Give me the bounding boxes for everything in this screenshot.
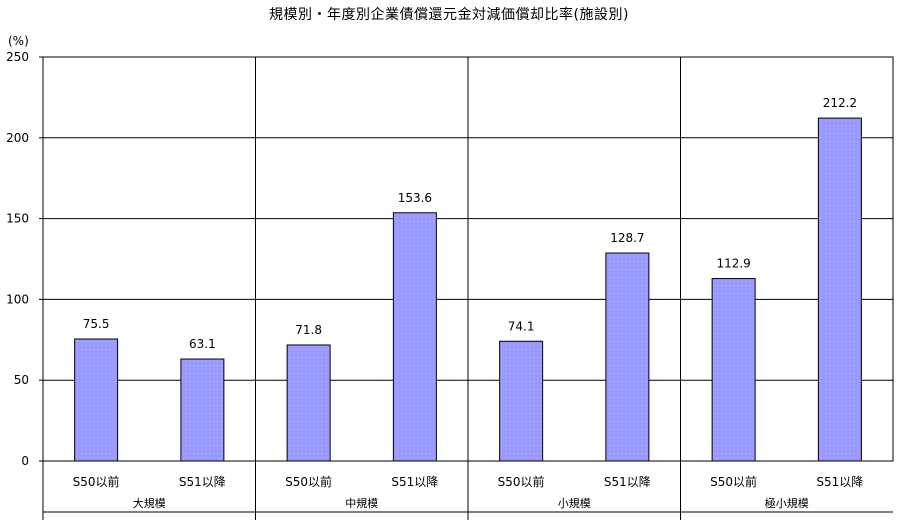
data-label: 75.5 [83,317,110,331]
y-tick-label: 200 [6,131,29,145]
bar [711,278,756,462]
group-label: 中規模 [345,496,378,510]
data-label: 71.8 [295,323,322,337]
data-label: 63.1 [189,337,216,351]
bar [180,358,225,462]
category-label: S50以前 [73,474,120,489]
bar [392,212,437,462]
chart-title: 規模別・年度別企業債償還元金対減価償却比率(施設別) [269,7,629,23]
y-tick-label: 50 [14,373,29,387]
bar [817,117,862,462]
data-label: 128.7 [610,231,644,245]
bar [499,340,544,462]
data-label: 153.6 [398,191,432,205]
bar [605,252,650,462]
category-label: S51以降 [179,475,226,489]
category-label: S51以降 [391,475,438,489]
category-label: S51以降 [604,475,651,489]
bar [286,344,331,462]
data-label: 74.1 [508,319,535,333]
group-label: 極小規模 [765,496,809,510]
category-label: S50以前 [710,474,757,489]
category-label: S50以前 [285,474,332,489]
category-label: S50以前 [498,474,545,489]
y-tick-label: 0 [21,454,29,468]
group-label: 小規模 [558,496,591,510]
y-tick-label: 250 [6,50,29,64]
bar [74,338,119,462]
y-tick-label: 150 [6,212,29,226]
group-label: 大規模 [133,496,166,510]
y-tick-label: 100 [6,292,29,306]
y-axis-unit-label: (%) [8,34,29,48]
data-label: 112.9 [716,257,750,271]
data-label: 212.2 [823,96,857,110]
category-label: S51以降 [816,475,863,489]
